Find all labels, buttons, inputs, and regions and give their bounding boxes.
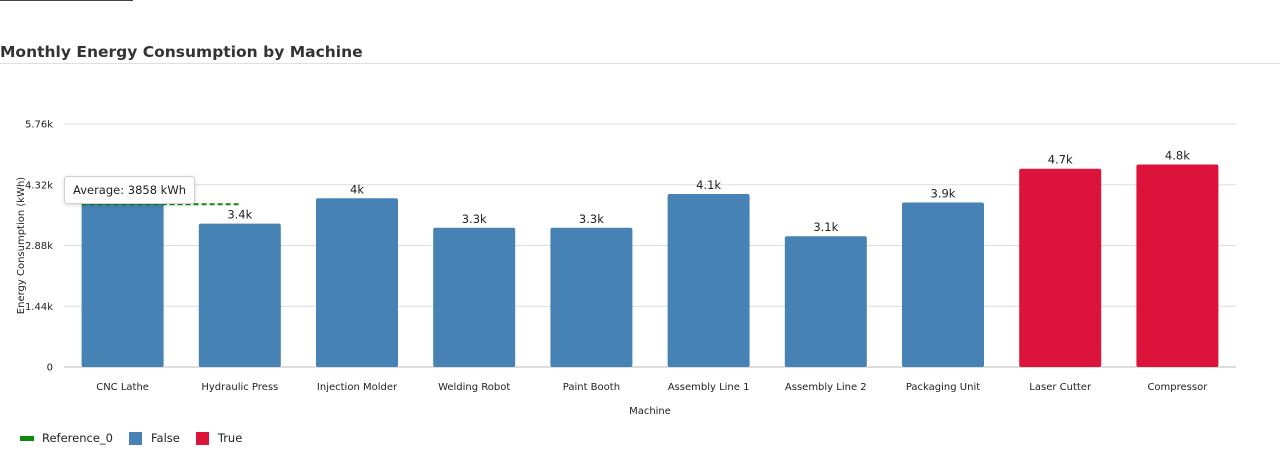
data-label: 4k bbox=[350, 182, 364, 196]
top-divider bbox=[0, 0, 133, 1]
data-label: 3.1k bbox=[813, 220, 838, 234]
data-label: 3.4k bbox=[227, 208, 252, 222]
data-label: 3.9k bbox=[931, 186, 956, 200]
y-tick-label: 1.44k bbox=[25, 302, 53, 313]
legend-label-false: False bbox=[150, 431, 180, 445]
x-tick-label: Assembly Line 1 bbox=[668, 382, 750, 393]
bar[interactable] bbox=[784, 236, 867, 367]
legend: Reference_0 False True bbox=[20, 431, 258, 445]
x-tick-label: Laser Cutter bbox=[1029, 382, 1092, 393]
y-tick-label: 2.88k bbox=[25, 241, 53, 252]
y-axis-title: Energy Consumption (kWh) bbox=[16, 177, 27, 315]
data-label: 4.1k bbox=[696, 178, 721, 192]
bar[interactable] bbox=[902, 202, 984, 367]
y-tick-label: 0 bbox=[47, 363, 53, 374]
x-tick-label: Packaging Unit bbox=[906, 382, 980, 393]
x-tick-label: Assembly Line 2 bbox=[785, 382, 867, 393]
bar[interactable] bbox=[550, 227, 633, 367]
x-tick-label: Injection Molder bbox=[317, 382, 398, 393]
legend-label-reference: Reference_0 bbox=[42, 431, 113, 445]
bar[interactable] bbox=[1019, 168, 1102, 367]
legend-item-true[interactable]: True bbox=[195, 431, 243, 445]
legend-item-false[interactable]: False bbox=[128, 431, 180, 445]
data-label: 3.3k bbox=[579, 212, 604, 226]
bar[interactable] bbox=[667, 194, 750, 367]
y-tick-label: 5.76k bbox=[25, 120, 53, 131]
legend-swatch-false bbox=[128, 431, 142, 445]
x-tick-label: Welding Robot bbox=[438, 382, 510, 393]
title-divider bbox=[0, 63, 1280, 64]
x-tick-label: CNC Lathe bbox=[96, 382, 149, 393]
bar[interactable] bbox=[433, 227, 516, 367]
x-tick-label: Compressor bbox=[1147, 382, 1208, 393]
reference-tooltip: Average: 3858 kWh bbox=[64, 176, 195, 204]
data-label: 3.3k bbox=[462, 212, 487, 226]
bar[interactable] bbox=[81, 202, 164, 367]
bar[interactable] bbox=[1136, 164, 1219, 368]
chart-title: Monthly Energy Consumption by Machine bbox=[0, 43, 363, 61]
x-tick-label: Hydraulic Press bbox=[201, 382, 278, 393]
bar[interactable] bbox=[198, 223, 281, 367]
legend-item-reference[interactable]: Reference_0 bbox=[20, 431, 113, 445]
x-axis-title: Machine bbox=[629, 406, 671, 417]
x-tick-label: Paint Booth bbox=[563, 382, 620, 393]
bar[interactable] bbox=[316, 198, 398, 367]
data-label: 4.8k bbox=[1165, 149, 1190, 163]
legend-label-true: True bbox=[217, 431, 243, 445]
legend-swatch-reference bbox=[20, 435, 34, 441]
legend-swatch-true bbox=[195, 431, 209, 445]
data-label: 4.7k bbox=[1048, 153, 1073, 167]
y-tick-label: 4.32k bbox=[25, 180, 53, 191]
